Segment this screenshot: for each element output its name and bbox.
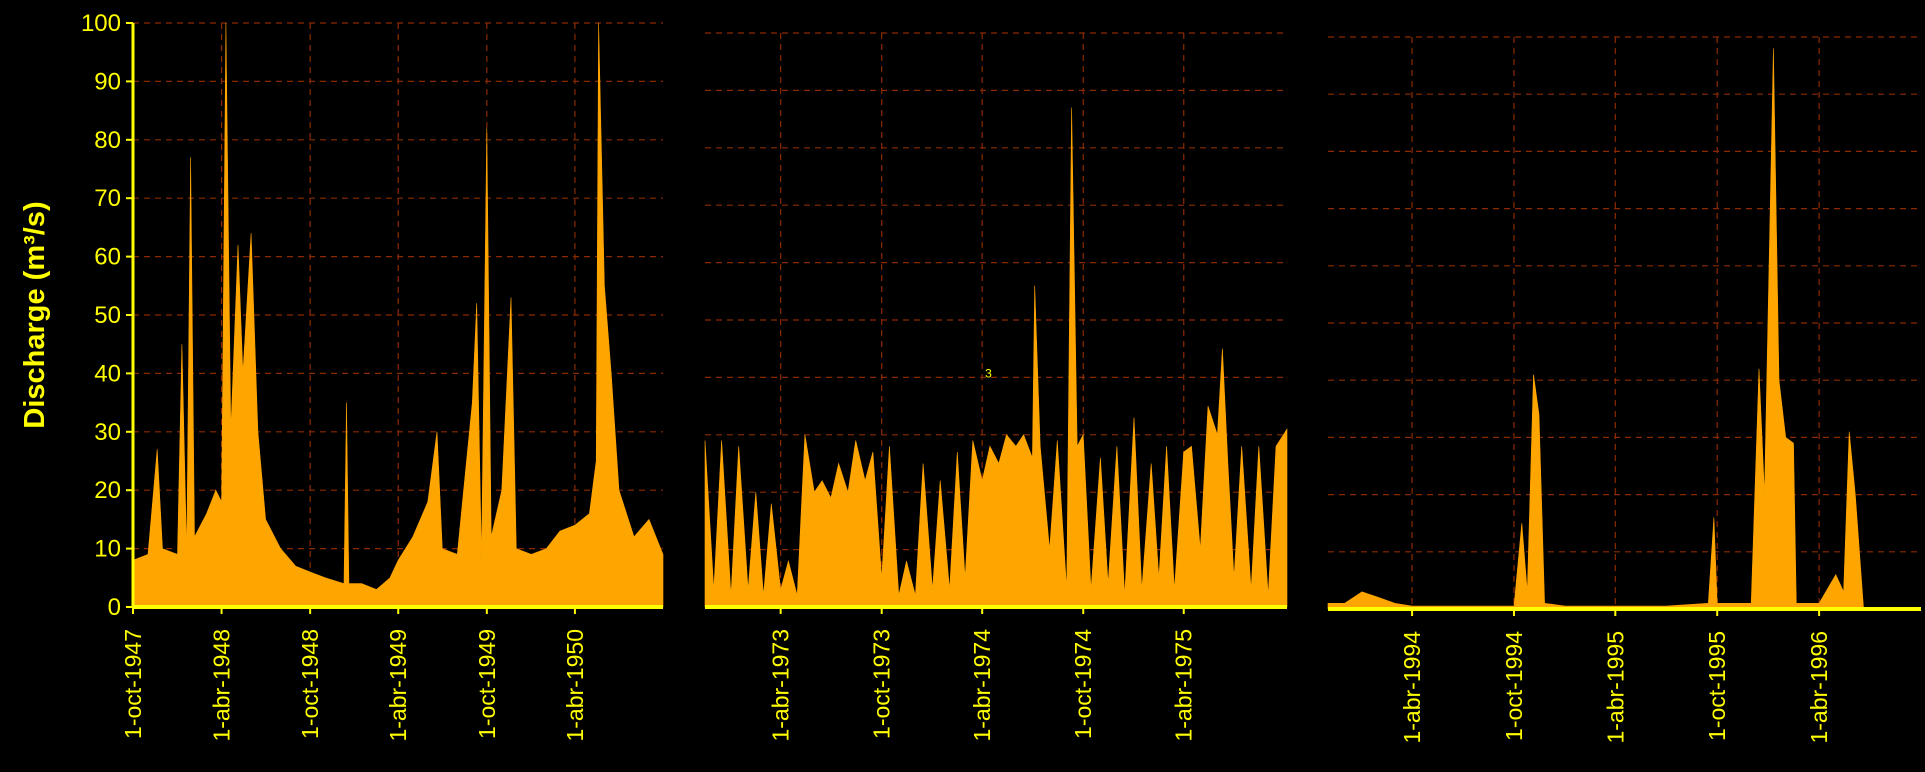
y-tick-label: 30 xyxy=(94,419,121,446)
x-tick-label: 1-abr-1996 xyxy=(1806,631,1832,744)
x-tick-label: 1-abr-1973 xyxy=(768,629,794,742)
x-tick-label: 1-abr-1949 xyxy=(385,629,411,742)
x-tick-label: 1-abr-1994 xyxy=(1399,631,1425,744)
y-axis-label: Discharge (m³/s) xyxy=(19,201,51,428)
x-tick-label: 1-abr-1948 xyxy=(209,629,235,742)
x-tick-label: 1-abr-1975 xyxy=(1171,629,1197,742)
discharge-area xyxy=(704,107,1288,608)
y-tick-label: 60 xyxy=(94,244,121,271)
y-tick-label: 0 xyxy=(108,594,121,621)
y-tick-label: 80 xyxy=(94,127,121,154)
annotation: 3 xyxy=(985,366,992,380)
x-tick-label: 1-oct-1994 xyxy=(1501,631,1527,741)
y-tick-label: 70 xyxy=(94,185,121,212)
x-tick-label: 1-oct-1948 xyxy=(297,629,323,739)
y-tick-label: 100 xyxy=(81,10,121,37)
discharge-area xyxy=(1327,48,1921,610)
x-tick-label: 1-oct-1947 xyxy=(120,629,146,739)
y-tick-label: 50 xyxy=(94,302,121,329)
y-tick-label: 90 xyxy=(94,68,121,95)
y-tick-label: 10 xyxy=(94,536,121,563)
x-tick-label: 1-oct-1949 xyxy=(474,629,500,739)
x-tick-label: 1-oct-1974 xyxy=(1070,629,1096,739)
x-tick-label: 1-oct-1995 xyxy=(1704,631,1730,741)
discharge-area xyxy=(132,22,664,608)
y-tick-label: 20 xyxy=(94,477,121,504)
x-tick-label: 1-abr-1950 xyxy=(562,629,588,742)
x-tick-label: 1-oct-1973 xyxy=(869,629,895,739)
y-tick-label: 40 xyxy=(94,360,121,387)
x-tick-label: 1-abr-1974 xyxy=(969,629,995,742)
x-tick-label: 1-abr-1995 xyxy=(1602,631,1628,744)
